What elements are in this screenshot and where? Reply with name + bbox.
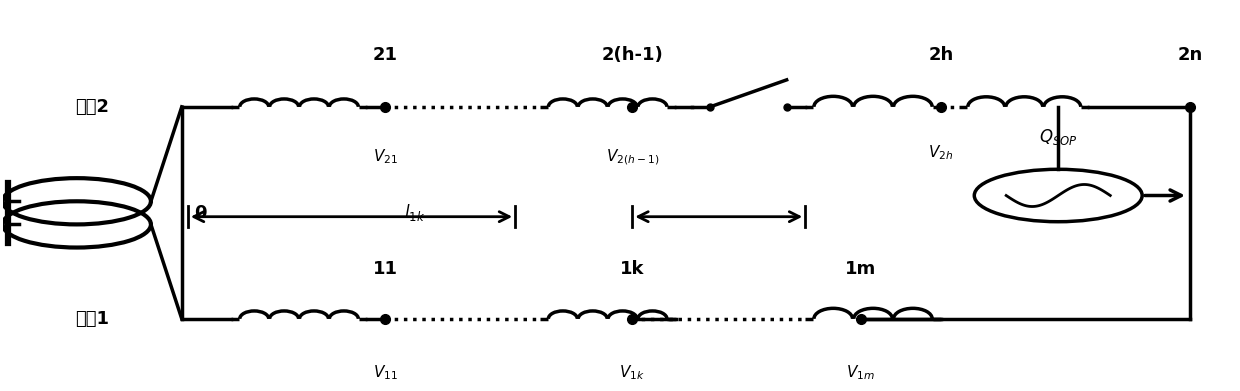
Text: 2n: 2n xyxy=(1178,47,1203,65)
Text: 1k: 1k xyxy=(620,260,645,278)
Text: 2h: 2h xyxy=(929,47,954,65)
Text: $V_{1m}$: $V_{1m}$ xyxy=(846,363,875,382)
Text: 11: 11 xyxy=(373,260,398,278)
Text: 21: 21 xyxy=(373,47,398,65)
Text: 2(h-1): 2(h-1) xyxy=(601,47,663,65)
Text: $V_{1k}$: $V_{1k}$ xyxy=(620,363,645,382)
Text: 1m: 1m xyxy=(846,260,877,278)
Text: 馈线1: 馈线1 xyxy=(74,310,109,328)
Text: $V_{11}$: $V_{11}$ xyxy=(373,363,398,382)
Text: 0: 0 xyxy=(195,204,207,222)
Text: $V_{2h}$: $V_{2h}$ xyxy=(929,143,954,162)
Text: $V_{21}$: $V_{21}$ xyxy=(373,147,398,166)
Text: $l_{1k}$: $l_{1k}$ xyxy=(404,203,425,223)
Text: $Q_{SOP}$: $Q_{SOP}$ xyxy=(1039,127,1078,147)
Text: $V_{2(h-1)}$: $V_{2(h-1)}$ xyxy=(605,147,658,167)
Text: 馈线2: 馈线2 xyxy=(74,98,109,116)
